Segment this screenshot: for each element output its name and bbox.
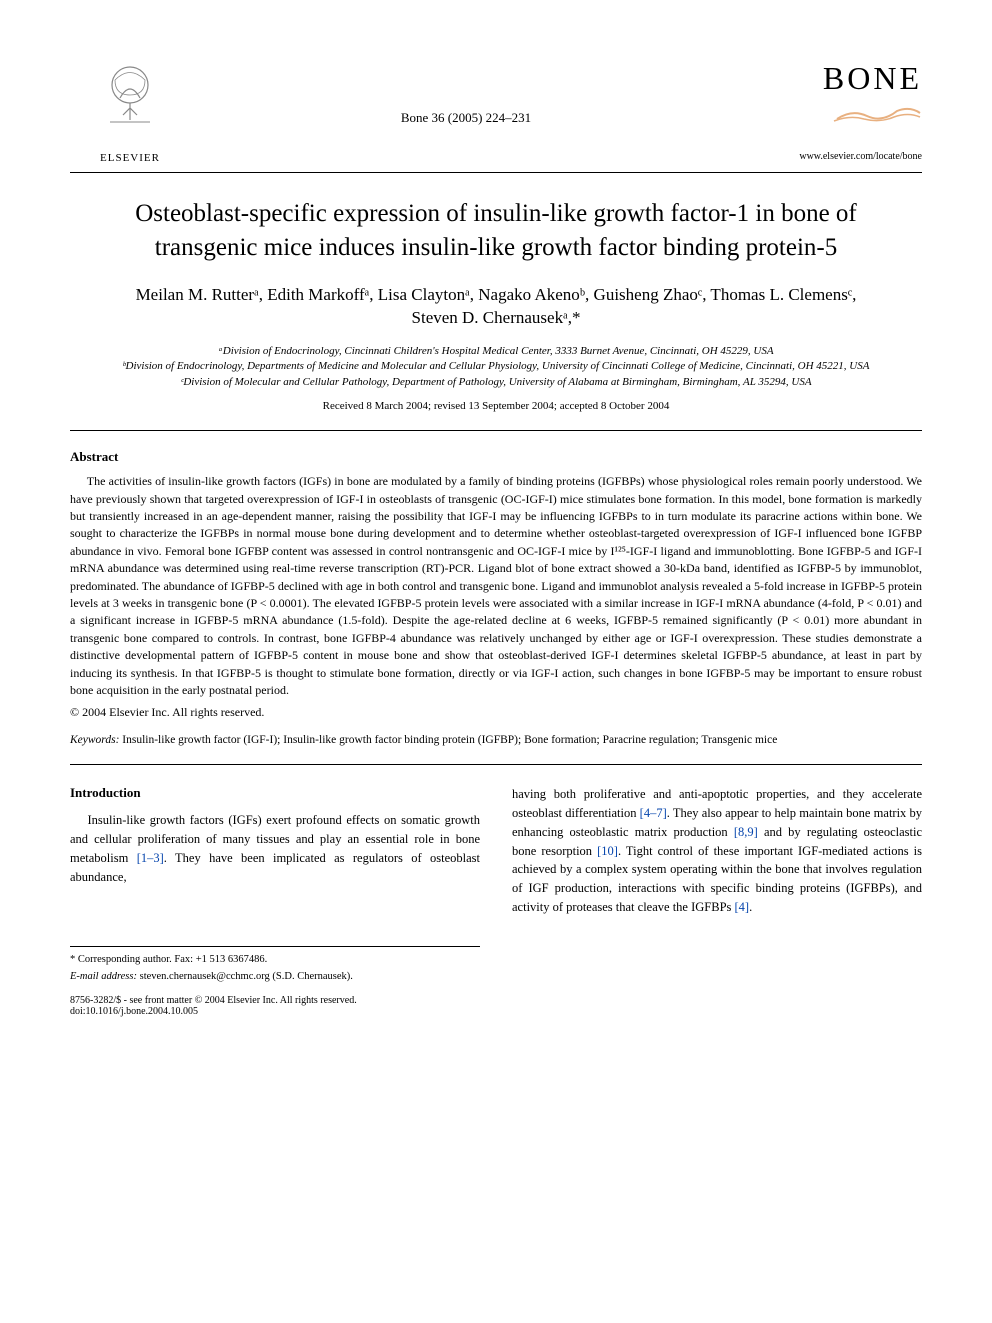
doi-line: doi:10.1016/j.bone.2004.10.005 bbox=[70, 1006, 922, 1017]
abstract-heading: Abstract bbox=[70, 449, 922, 465]
keywords-label: Keywords: bbox=[70, 734, 119, 746]
issn-line: 8756-3282/$ - see front matter © 2004 El… bbox=[70, 995, 922, 1006]
right-column: having both proliferative and anti-apopt… bbox=[512, 785, 922, 984]
email-label: E-mail address: bbox=[70, 971, 137, 982]
introduction-heading: Introduction bbox=[70, 785, 480, 801]
article-dates: Received 8 March 2004; revised 13 Septem… bbox=[70, 400, 922, 412]
copyright-line: © 2004 Elsevier Inc. All rights reserved… bbox=[70, 705, 922, 720]
article-title: Osteoblast-specific expression of insuli… bbox=[110, 197, 882, 265]
affiliation-c: ᶜDivision of Molecular and Cellular Path… bbox=[100, 375, 892, 390]
left-column: Introduction Insulin-like growth factors… bbox=[70, 785, 480, 984]
ref-1-3[interactable]: [1–3] bbox=[137, 851, 164, 865]
email-address: steven.chernausek@cchmc.org (S.D. Cherna… bbox=[140, 971, 353, 982]
page-footer: 8756-3282/$ - see front matter © 2004 El… bbox=[70, 995, 922, 1017]
abstract-top-rule bbox=[70, 430, 922, 431]
abstract-bottom-rule bbox=[70, 764, 922, 765]
intro-r-tail: . bbox=[749, 900, 752, 914]
journal-block: BONE www.elsevier.com/locate/bone bbox=[742, 60, 922, 162]
ref-10[interactable]: [10] bbox=[597, 844, 618, 858]
elsevier-tree-icon bbox=[95, 60, 165, 130]
elsevier-logo bbox=[90, 60, 170, 150]
affiliations: ᵃDivision of Endocrinology, Cincinnati C… bbox=[100, 344, 892, 390]
corresponding-author: * Corresponding author. Fax: +1 513 6367… bbox=[70, 953, 480, 968]
header-rule bbox=[70, 172, 922, 173]
citation-line: Bone 36 (2005) 224–231 bbox=[190, 60, 742, 126]
abstract-body: The activities of insulin-like growth fa… bbox=[70, 473, 922, 699]
journal-url: www.elsevier.com/locate/bone bbox=[742, 151, 922, 162]
ref-8-9[interactable]: [8,9] bbox=[734, 825, 758, 839]
body-columns: Introduction Insulin-like growth factors… bbox=[70, 785, 922, 984]
keywords-line: Keywords: Insulin-like growth factor (IG… bbox=[70, 734, 922, 746]
abstract-section: Abstract The activities of insulin-like … bbox=[70, 449, 922, 720]
email-line: E-mail address: steven.chernausek@cchmc.… bbox=[70, 970, 480, 985]
publisher-block: ELSEVIER bbox=[70, 60, 190, 164]
author-list: Meilan M. Rutterᵃ, Edith Markoffᵃ, Lisa … bbox=[130, 283, 862, 331]
ref-4-7[interactable]: [4–7] bbox=[640, 806, 667, 820]
journal-name: BONE bbox=[742, 60, 922, 97]
affiliation-a: ᵃDivision of Endocrinology, Cincinnati C… bbox=[100, 344, 892, 359]
ref-4[interactable]: [4] bbox=[735, 900, 750, 914]
page-header: ELSEVIER Bone 36 (2005) 224–231 BONE www… bbox=[70, 60, 922, 164]
publisher-name: ELSEVIER bbox=[100, 152, 160, 164]
intro-para-right: having both proliferative and anti-apopt… bbox=[512, 785, 922, 916]
intro-para-left: Insulin-like growth factors (IGFs) exert… bbox=[70, 811, 480, 886]
journal-graphic-icon bbox=[832, 101, 922, 126]
affiliation-b: ᵇDivision of Endocrinology, Departments … bbox=[100, 359, 892, 374]
corresponding-footer: * Corresponding author. Fax: +1 513 6367… bbox=[70, 946, 480, 984]
keywords-text: Insulin-like growth factor (IGF-I); Insu… bbox=[122, 734, 777, 746]
